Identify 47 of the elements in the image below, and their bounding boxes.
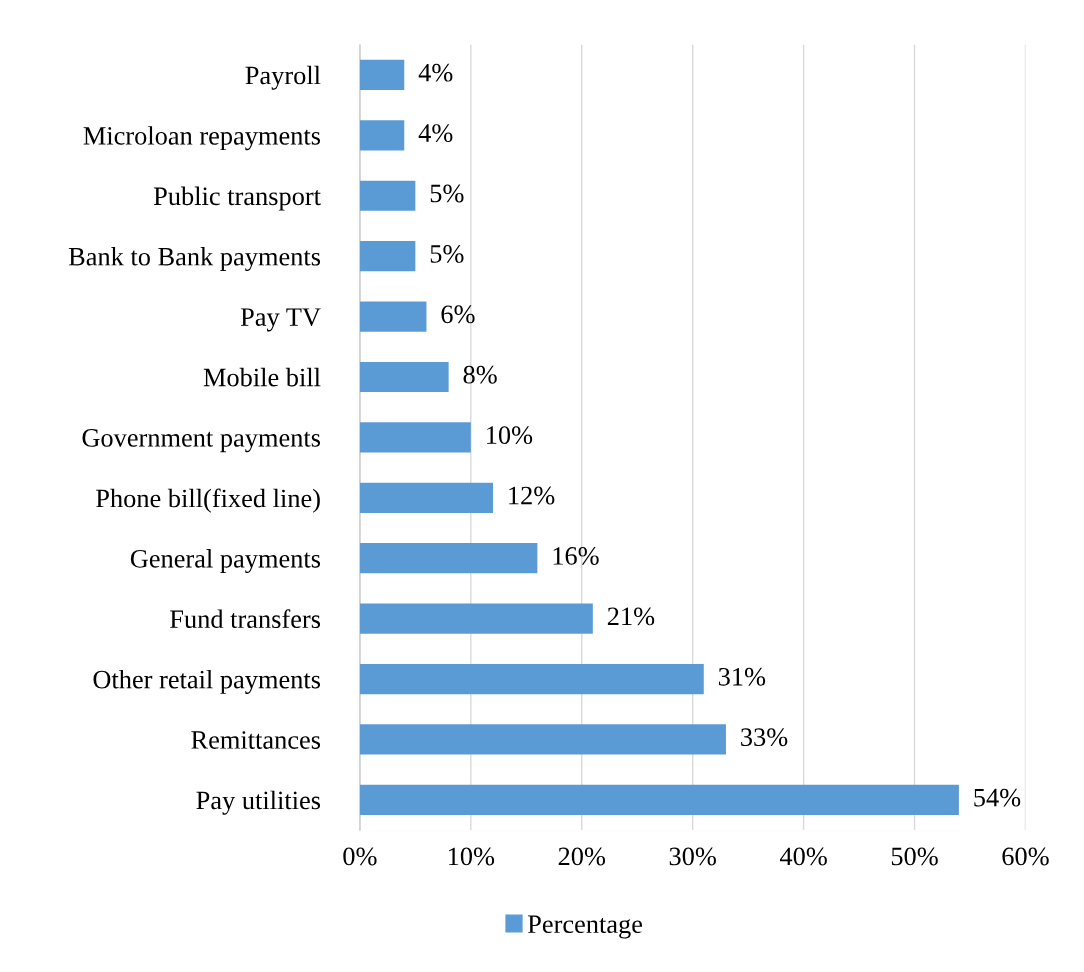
data-label: 4% <box>418 124 453 143</box>
y-tick-label: Remittances <box>191 731 321 749</box>
data-label: 31% <box>718 667 766 686</box>
y-tick-label: Fund transfers <box>170 609 321 629</box>
data-label: 33% <box>741 728 788 747</box>
bar <box>359 241 416 272</box>
data-label: 4% <box>418 63 453 82</box>
y-tick-label: Government payments <box>82 429 321 453</box>
x-tick-label: 50% <box>891 847 938 866</box>
data-label: 8% <box>463 365 497 384</box>
y-tick-label: Public transport <box>153 186 321 211</box>
bar <box>359 603 593 634</box>
y-tick-label: Mobile bill <box>203 367 321 387</box>
data-label: 10% <box>487 426 533 445</box>
y-tick-label: Payroll <box>245 65 321 90</box>
y-tick-label: Pay utilities <box>196 790 321 815</box>
data-label: 21% <box>607 607 655 626</box>
bar <box>359 180 416 211</box>
bar <box>359 724 726 755</box>
bar <box>359 422 471 453</box>
bar <box>359 784 959 815</box>
data-label: 5% <box>430 184 464 203</box>
x-tick-label: 60% <box>1002 847 1049 866</box>
x-tick-label: 30% <box>669 847 716 866</box>
bar <box>359 663 704 695</box>
x-tick-label: 20% <box>558 847 606 866</box>
legend-label: Percentage <box>527 915 643 939</box>
x-tick-label: 0% <box>343 847 377 866</box>
data-label: 16% <box>553 547 599 565</box>
bar <box>359 543 538 574</box>
bar <box>359 120 405 151</box>
y-tick-label: Pay TV <box>240 308 321 332</box>
y-tick-label: Microloan repayments <box>83 126 321 151</box>
bar <box>359 59 405 91</box>
data-label: 12% <box>509 486 555 505</box>
bar <box>359 361 449 393</box>
y-tick-label: General payments <box>130 549 321 574</box>
data-label: 6% <box>441 305 475 324</box>
y-tick-label: Other retail payments <box>93 669 321 694</box>
x-tick-label: 10% <box>448 847 495 866</box>
x-tick-label: 40% <box>779 847 827 866</box>
bar <box>359 301 427 332</box>
y-tick-label: Phone bill(fixed line) <box>96 488 320 513</box>
y-tick-label: Bank to Bank payments <box>68 247 321 272</box>
bar <box>359 482 493 513</box>
data-label: 54% <box>974 788 1021 807</box>
data-label: 5% <box>430 244 464 263</box>
